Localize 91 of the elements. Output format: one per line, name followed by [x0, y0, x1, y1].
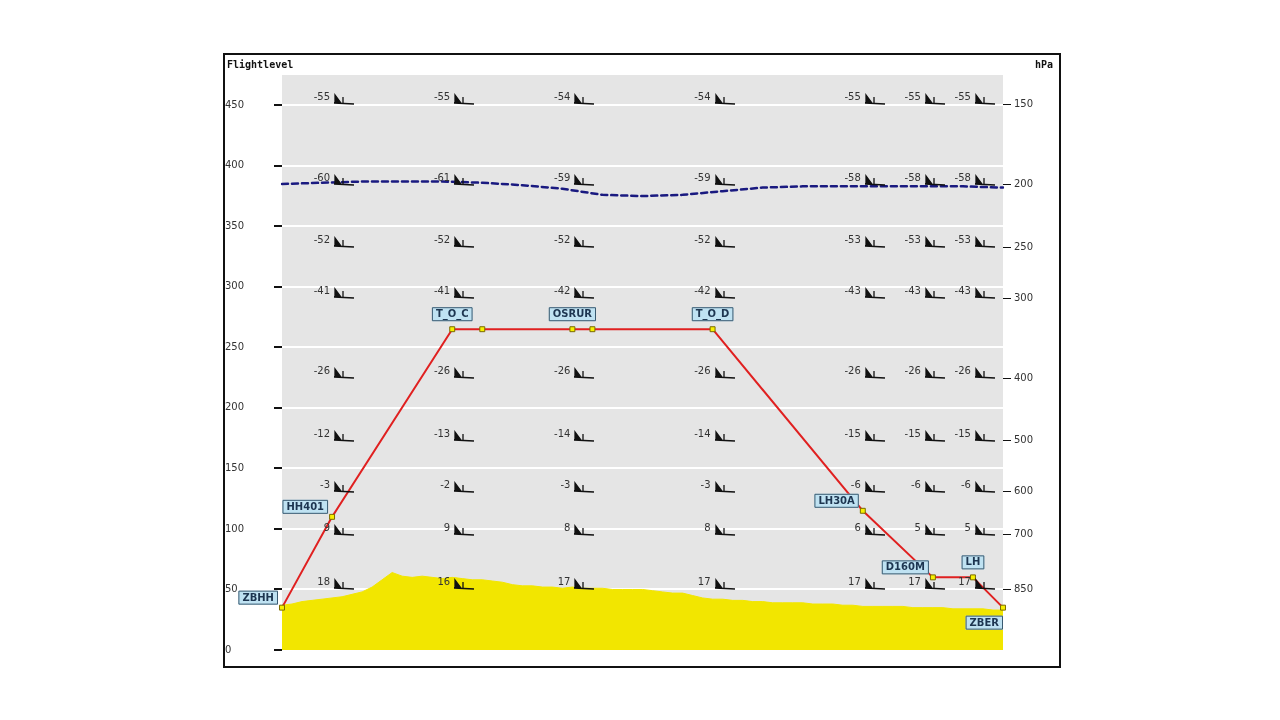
annotation: -41 — [313, 285, 331, 297]
annotation: -58 — [904, 171, 921, 183]
data-label: T_O_D — [695, 308, 730, 321]
annotation: -14 — [554, 427, 571, 439]
data-label: HH401 — [286, 500, 325, 512]
annotation: 8 — [704, 521, 711, 533]
annotation: -26 — [313, 365, 331, 377]
annotation: -52 — [694, 234, 711, 246]
annotation: 5 — [964, 521, 971, 533]
y2-tick-label: 850 — [1014, 582, 1034, 594]
y2-tick-label: 300 — [1014, 291, 1034, 303]
annotation: -58 — [954, 171, 971, 183]
annotation: -15 — [954, 427, 971, 439]
y2-axis-title: hPa — [1034, 58, 1053, 70]
y2-tick-label: 250 — [1014, 240, 1034, 252]
data-label: T_O_C — [435, 308, 469, 321]
y-tick-label: 350 — [225, 219, 245, 231]
annotation: -12 — [313, 427, 331, 439]
annotation: -52 — [313, 234, 331, 246]
annotation: -2 — [440, 478, 451, 490]
annotation: -53 — [954, 234, 971, 246]
y-tick-label: 450 — [225, 98, 245, 110]
annotation: -60 — [313, 171, 331, 183]
y2-tick-label: 400 — [1014, 372, 1034, 384]
annotation: -3 — [320, 478, 331, 490]
y-tick-label: 150 — [225, 462, 245, 474]
data-label: ZBHH — [242, 591, 275, 603]
annotation: -58 — [844, 171, 861, 183]
y2-tick-label: 700 — [1014, 528, 1034, 540]
data-label: ZBER — [969, 616, 1000, 628]
annotation: 18 — [317, 576, 331, 588]
annotation: -59 — [554, 171, 571, 183]
annotation: -6 — [960, 478, 971, 490]
annotation: -26 — [844, 365, 861, 377]
annotation: -26 — [904, 365, 921, 377]
y-tick-label: 200 — [225, 401, 245, 413]
annotation: -54 — [694, 91, 711, 103]
annotation: 16 — [437, 576, 451, 588]
annotation: -43 — [904, 285, 921, 297]
annotation: 17 — [958, 576, 971, 588]
annotation: 8 — [564, 521, 571, 533]
annotation: -53 — [904, 234, 921, 246]
data-label: OSRUR — [552, 308, 593, 320]
y2-tick-label: 200 — [1014, 178, 1034, 190]
y-tick-label: 250 — [225, 340, 245, 352]
y-tick-label: 300 — [225, 280, 245, 292]
y2-tick-label: 500 — [1014, 434, 1034, 446]
annotation: -55 — [954, 91, 971, 103]
y2-tick-label: 600 — [1014, 485, 1034, 497]
annotation: -53 — [844, 234, 861, 246]
annotation: -13 — [433, 427, 451, 439]
y-axis-title: Flightlevel — [227, 58, 294, 70]
annotation: -26 — [433, 365, 451, 377]
annotation: -15 — [844, 427, 861, 439]
annotation: -26 — [694, 365, 711, 377]
annotation: -55 — [433, 91, 451, 103]
annotation: -52 — [554, 234, 571, 246]
annotation: -3 — [700, 478, 711, 490]
data-label: D160M — [885, 561, 925, 573]
annotation: -55 — [313, 91, 331, 103]
annotation: -54 — [554, 91, 571, 103]
annotation: 17 — [848, 576, 861, 588]
annotation: -26 — [954, 365, 971, 377]
annotation: -42 — [554, 285, 571, 297]
y-tick-label: 50 — [225, 583, 238, 595]
annotation: -55 — [844, 91, 861, 103]
annotation: -6 — [910, 478, 921, 490]
annotation: -6 — [850, 478, 861, 490]
y-tick-label: 400 — [225, 159, 245, 171]
annotation: -15 — [904, 427, 921, 439]
y-tick-label: 0 — [225, 643, 232, 655]
annotation: -26 — [554, 365, 571, 377]
y2-tick-label: 150 — [1014, 98, 1034, 110]
annotation: -52 — [433, 234, 451, 246]
data-label: LH30A — [818, 494, 856, 506]
annotation: 17 — [557, 576, 571, 588]
annotation: -43 — [954, 285, 971, 297]
annotation: -3 — [560, 478, 571, 490]
annotation: -42 — [694, 285, 711, 297]
annotation: -14 — [694, 427, 711, 439]
annotation: -59 — [694, 171, 711, 183]
y-tick-label: 100 — [225, 522, 245, 534]
annotation: 17 — [908, 576, 921, 588]
annotation: -41 — [433, 285, 451, 297]
annotation: 6 — [854, 521, 861, 533]
annotation: -43 — [844, 285, 861, 297]
annotation: 9 — [443, 521, 451, 533]
annotation: 5 — [914, 521, 921, 533]
data-label: LH — [965, 556, 981, 568]
annotation: 17 — [697, 576, 711, 588]
annotation: -55 — [904, 91, 921, 103]
